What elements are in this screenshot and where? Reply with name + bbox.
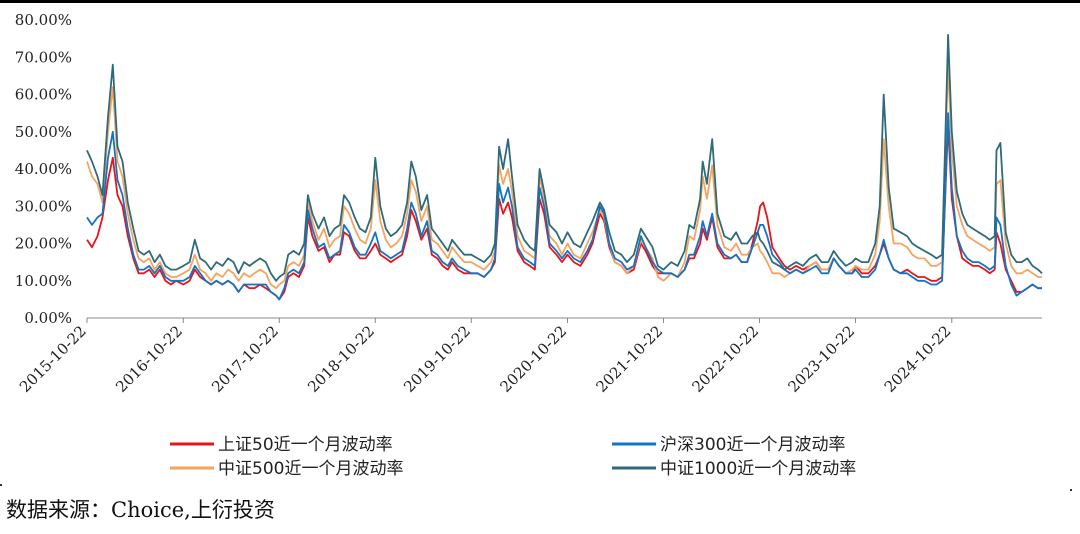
y-tick-label: 0.00% <box>24 309 72 327</box>
series-line-hs300 <box>86 112 1042 301</box>
x-axis: 2015-10-22 2016-10-22 2017-10-22 2018-10-22… <box>16 317 1042 396</box>
series-line-zz500 <box>86 63 1042 290</box>
x-tick-label: 2016-10-22 <box>112 322 186 396</box>
x-tick-label: 2020-10-22 <box>496 322 570 396</box>
source-note: 数据来源：Choice,上衍投资 <box>6 498 275 522</box>
y-tick-label: 30.00% <box>15 197 72 215</box>
x-tick-label: 2019-10-22 <box>400 322 474 396</box>
plot-area <box>86 34 1043 301</box>
y-tick-label: 40.00% <box>15 160 72 178</box>
y-tick-label: 50.00% <box>15 123 72 141</box>
y-tick-label: 20.00% <box>15 235 72 253</box>
x-tick-label: 2018-10-22 <box>304 322 378 396</box>
x-tick-label: 2017-10-22 <box>208 322 282 396</box>
x-tick-label: 2021-10-22 <box>592 322 666 396</box>
legend-label-hs300: 沪深300近一个月波动率 <box>660 435 845 455</box>
legend-label-zz1000: 中证1000近一个月波动率 <box>660 459 856 479</box>
y-tick-label: 60.00% <box>15 86 72 104</box>
top-border-rule <box>0 0 1080 3</box>
y-axis: 0.00% 10.00% 20.00% 30.00% 40.00% 50.00% 60.00… <box>15 11 72 327</box>
y-tick-label: 80.00% <box>15 11 72 29</box>
y-tick-label: 10.00% <box>15 272 72 290</box>
x-tick-label: 2024-10-22 <box>881 322 955 396</box>
x-tick-label: 2022-10-22 <box>688 322 762 396</box>
corner-dot-right <box>1070 489 1072 491</box>
x-tick-label: 2023-10-22 <box>784 322 858 396</box>
y-tick-label: 70.00% <box>15 48 72 66</box>
x-tick-label: 2015-10-22 <box>16 322 90 396</box>
series-line-zz1000 <box>86 34 1043 282</box>
legend-label-sz50: 上证50近一个月波动率 <box>218 435 393 455</box>
corner-dot-left <box>0 484 2 486</box>
legend-label-zz500: 中证500近一个月波动率 <box>218 459 403 479</box>
